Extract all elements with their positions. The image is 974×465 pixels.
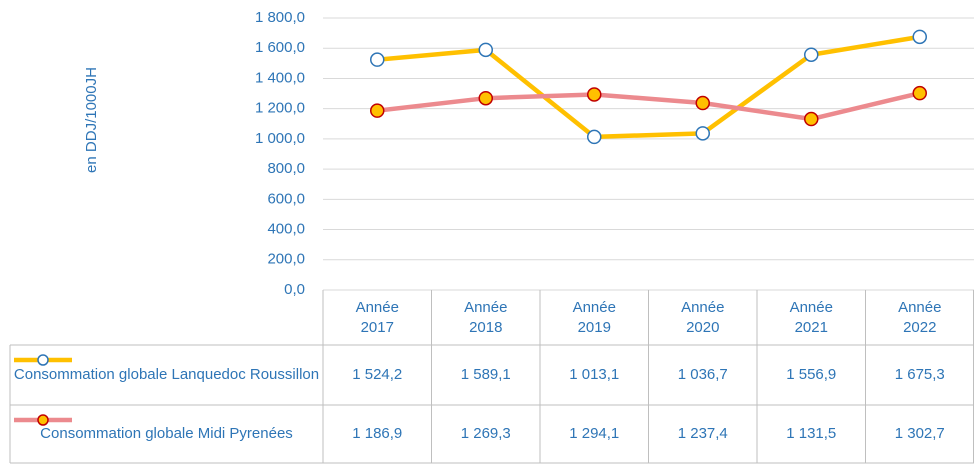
table-value: 1 294,1 [569, 425, 620, 442]
y-tick-label: 1 200,0 [255, 100, 305, 117]
marker [587, 129, 602, 145]
table-value: 1 589,1 [460, 366, 511, 383]
table-value: 1 186,9 [352, 425, 403, 442]
y-tick-label: 400,0 [267, 221, 305, 238]
marker [804, 111, 819, 127]
x-tick-label: Année 2018 [464, 298, 508, 336]
table-value: 1 131,5 [786, 425, 837, 442]
legend-entry: Consommation globale Midi Pyrenées [12, 405, 321, 463]
x-tick-label: Année 2019 [572, 298, 616, 336]
marker [695, 126, 710, 141]
table-value: 1 036,7 [677, 366, 728, 383]
y-axis-label: en DDJ/1000JH [83, 67, 100, 173]
legend-entry: Consommation globale Lanquedoc Roussillo… [12, 345, 321, 405]
marker [370, 52, 385, 67]
table-value: 1 675,3 [894, 366, 945, 383]
marker [478, 42, 493, 58]
marker [695, 95, 710, 111]
legend-marker [37, 354, 49, 366]
y-tick-label: 1 400,0 [255, 69, 305, 86]
legend-key [14, 414, 72, 426]
table-value: 1 013,1 [569, 366, 620, 383]
legend-marker [37, 414, 49, 426]
y-tick-label: 600,0 [267, 190, 305, 207]
y-tick-label: 1 800,0 [255, 9, 305, 26]
table-value: 1 237,4 [677, 425, 728, 442]
legend-label: Consommation globale Lanquedoc Roussillo… [13, 366, 320, 383]
x-tick-label: Année 2017 [355, 298, 399, 336]
marker [478, 90, 493, 106]
marker [370, 103, 385, 118]
series-line [377, 34, 921, 140]
y-tick-label: 1 000,0 [255, 130, 305, 147]
table-value: 1 269,3 [460, 425, 511, 442]
y-tick-label: 200,0 [267, 251, 305, 268]
x-tick-label: Année 2022 [898, 298, 942, 336]
marker [912, 85, 927, 101]
series-line [376, 90, 921, 122]
marker [587, 87, 602, 102]
table-value: 1 556,9 [786, 366, 837, 383]
table-value: 1 524,2 [352, 366, 403, 383]
legend-label: Consommation globale Midi Pyrenées [40, 425, 293, 442]
y-tick-label: 1 600,0 [255, 39, 305, 56]
marker [804, 47, 819, 62]
marker [912, 29, 927, 45]
x-tick-label: Année 2020 [681, 298, 725, 336]
y-tick-label: 800,0 [267, 160, 305, 177]
y-tick-label: 0,0 [284, 281, 305, 298]
table-value: 1 302,7 [894, 425, 945, 442]
x-tick-label: Année 2021 [789, 298, 833, 336]
legend-key [14, 354, 72, 366]
